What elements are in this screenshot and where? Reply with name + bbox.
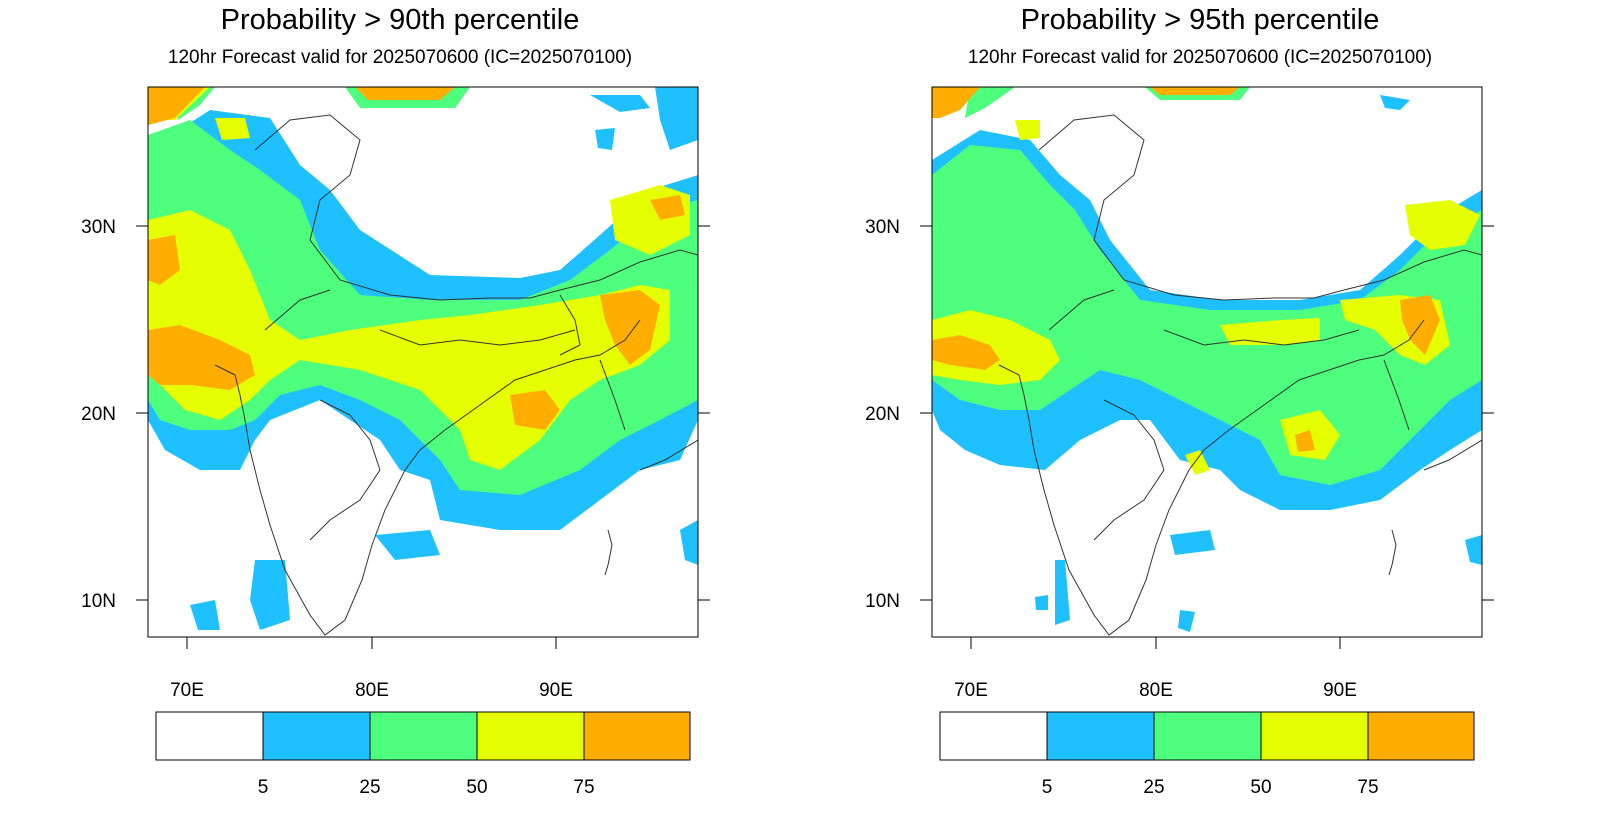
colorbar-swatch [1153,711,1262,761]
boundary-lines [214,114,698,636]
map-canvas: 30N 20N 10N 70E 80E 90E 5 25 50 75 [865,86,1494,798]
lon-label-90e: 90E [1323,680,1357,701]
colorbar-swatch [583,711,691,761]
lon-label-90e: 90E [539,680,573,701]
colorbar-label: 75 [1357,777,1378,798]
lon-label-80e: 80E [355,680,389,701]
colorbar-swatch [1260,711,1369,761]
colorbar-label: 75 [573,777,594,798]
colorbar-swatch [1367,711,1475,761]
map-frame [931,86,1483,638]
lat-label-30n: 30N [865,217,900,238]
colorbar-swatch [262,711,371,761]
colorbar-label: 5 [258,777,269,798]
lat-label-10n: 10N [81,591,116,612]
panel-subtitle: 120hr Forecast valid for 2025070600 (IC=… [167,47,633,68]
map-panel-95th: Probability > 95th percentile 120hr Fore… [800,0,1600,820]
probability-field [148,87,698,630]
colorbar-swatch [1046,711,1155,761]
colorbar-label: 25 [1143,777,1164,798]
colorbar: 5 25 50 75 [939,711,1475,798]
colorbar-label: 25 [359,777,380,798]
map-canvas: 30N 20N 10N 70E 80E 90E 5 25 50 75 [81,86,710,798]
panel-title: Probability > 95th percentile [1020,4,1380,36]
boundary-lines [998,114,1482,636]
colorbar-label: 50 [466,777,487,798]
colorbar-label: 5 [1042,777,1053,798]
map-panel-90th: Probability > 90th percentile 120hr Fore… [81,4,710,798]
axis-ticks [136,225,710,649]
lon-label-70e: 70E [170,680,204,701]
axis-ticks [920,225,1494,649]
panel-subtitle: 120hr Forecast valid for 2025070600 (IC=… [967,47,1433,68]
map-frame [147,86,699,638]
lat-label-20n: 20N [865,404,900,425]
colorbar-swatch [155,711,264,761]
colorbar: 5 25 50 75 [155,711,691,798]
colorbar-swatch [369,711,478,761]
lat-label-10n: 10N [865,591,900,612]
panel-title: Probability > 90th percentile [220,4,580,36]
colorbar-swatch [939,711,1048,761]
colorbar-label: 50 [1250,777,1271,798]
probability-field [932,87,1482,632]
lat-label-20n: 20N [81,404,116,425]
colorbar-swatch [476,711,585,761]
lon-label-80e: 80E [1139,680,1173,701]
lat-label-30n: 30N [81,217,116,238]
lon-label-70e: 70E [954,680,988,701]
